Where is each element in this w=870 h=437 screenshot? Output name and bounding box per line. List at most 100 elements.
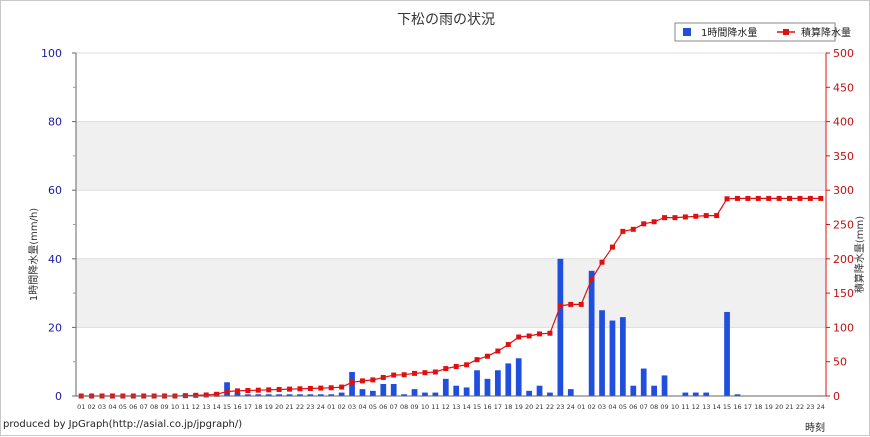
line-point [609,244,615,250]
x-tick-label: 04 [608,403,616,411]
line-point [495,348,501,354]
line-point [724,196,730,202]
right-tick-label: 100 [833,321,854,334]
x-tick-label: 12 [442,403,450,411]
line-point [651,219,657,225]
line-point [630,226,636,232]
x-tick-label: 08 [400,403,408,411]
line-point [484,353,490,359]
x-tick-label: 24 [817,403,825,411]
line-point [807,195,813,201]
x-tick-label: 13 [452,403,460,411]
x-tick-label: 19 [515,403,523,411]
bar [245,394,251,396]
bar [265,394,272,396]
line-point [234,388,240,394]
x-tick-label: 05 [119,403,127,411]
x-tick-label: 01 [77,403,85,411]
bar [234,392,241,396]
bar [557,258,564,396]
x-tick-label: 02 [87,403,95,411]
line-point [505,342,511,348]
bar [286,394,293,396]
line-point [672,215,678,221]
x-tick-label: 22 [296,403,304,411]
x-tick-label: 22 [796,403,804,411]
x-tick-label: 16 [733,403,741,411]
x-tick-label: 20 [525,403,533,411]
line-point [432,369,438,375]
x-tick-label: 19 [265,403,273,411]
x-tick-label: 10 [171,403,179,411]
bar [661,375,668,396]
bar [317,394,324,396]
bar [547,392,553,396]
grid-lines [76,52,826,397]
line-point [412,370,418,376]
x-tick-label: 20 [275,403,283,411]
left-tick-label: 100 [41,47,62,60]
line-point [307,385,313,391]
right-tick-label: 50 [833,356,847,369]
line-point [287,386,293,392]
bar [255,394,262,396]
line-point [203,392,209,398]
x-tick-label: 14 [462,403,470,411]
x-tick-label: 06 [629,403,637,411]
x-tick-label: 21 [285,403,293,411]
x-tick-label: 07 [140,403,148,411]
left-tick-label: 0 [55,390,62,403]
x-tick-label: 12 [692,403,700,411]
line-point [745,195,751,201]
right-tick-label: 300 [833,184,854,197]
line-point [349,379,355,385]
bar [515,358,522,396]
right-tick-label: 0 [833,390,840,403]
x-tick-label: 18 [754,403,762,411]
bar [724,311,730,396]
bar [734,394,741,396]
x-tick-label: 11 [681,403,689,411]
x-tick-label: 01 [577,403,585,411]
x-tick-label: 06 [379,403,387,411]
bar [505,363,512,396]
x-tick-label: 07 [390,403,398,411]
x-tick-label: 18 [254,403,262,411]
grid-bands [76,121,826,328]
line-point [818,195,824,201]
line-point [787,195,793,201]
line-point [443,366,449,372]
x-tick-label: 05 [369,403,377,411]
line-point [214,391,220,397]
x-tick-label: 03 [598,403,606,411]
line-point [526,333,532,339]
y-axis-label-right: 積算降水量(mm) [853,216,866,293]
line-point [734,195,740,201]
bar [442,378,449,396]
line-point [568,301,574,307]
x-tick-label: 12 [192,403,200,411]
line-point [578,301,584,307]
line-point [318,385,324,391]
line-point [464,362,470,368]
bar [370,390,376,396]
legend: 1時間降水量 積算降水量 [674,22,851,42]
bar [703,392,710,396]
x-tick-label: 07 [640,403,648,411]
line-point [297,386,303,392]
bar [432,392,439,396]
bar [536,385,543,396]
chart-title: 下松の雨の状況 [397,12,495,28]
bar [380,383,387,396]
line-point [755,195,761,201]
x-tick-label: 16 [483,403,491,411]
bar [682,392,689,396]
right-y-tick-labels: 0 50 100 150 200 250 300 350 400 450 500 [826,47,854,403]
bar [474,370,480,396]
line-point [474,357,480,363]
right-tick-label: 150 [833,287,854,300]
x-tick-label: 18 [504,403,512,411]
bar [359,389,366,396]
x-tick-label: 06 [129,403,137,411]
